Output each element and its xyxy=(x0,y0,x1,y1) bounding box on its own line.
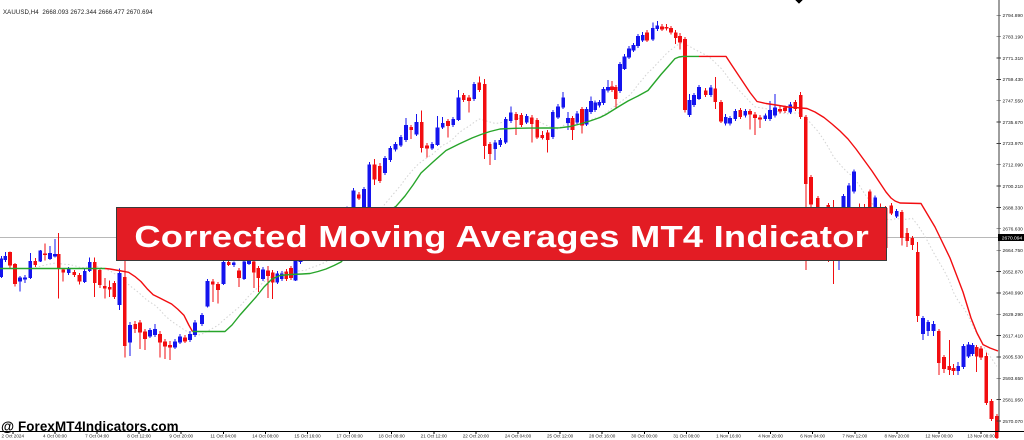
svg-text:13 Nov 08:00: 13 Nov 08:00 xyxy=(967,434,995,439)
svg-text:2783.190: 2783.190 xyxy=(1003,35,1024,41)
svg-text:2664.750: 2664.750 xyxy=(1003,248,1024,254)
svg-text:14 Oct 08:00: 14 Oct 08:00 xyxy=(252,434,279,439)
svg-text:31 Oct 08:00: 31 Oct 08:00 xyxy=(673,434,700,439)
svg-text:2688.330: 2688.330 xyxy=(1003,205,1024,211)
svg-text:8 Oct 12:00: 8 Oct 12:00 xyxy=(127,434,151,439)
svg-text:2629.290: 2629.290 xyxy=(1003,312,1024,318)
svg-text:8 Nov 20:00: 8 Nov 20:00 xyxy=(885,434,910,439)
svg-text:9 Oct 20:00: 9 Oct 20:00 xyxy=(169,434,193,439)
svg-text:2640.990: 2640.990 xyxy=(1003,291,1024,297)
svg-text:2712.090: 2712.090 xyxy=(1003,163,1024,169)
svg-text:2771.310: 2771.310 xyxy=(1003,56,1024,62)
svg-text:2670.094: 2670.094 xyxy=(1002,235,1023,241)
svg-text:18 Oct 08:00: 18 Oct 08:00 xyxy=(379,434,406,439)
svg-text:4 Nov 20:00: 4 Nov 20:00 xyxy=(758,434,783,439)
svg-text:2747.550: 2747.550 xyxy=(1003,99,1024,105)
svg-text:2 Oct 2024: 2 Oct 2024 xyxy=(2,434,25,439)
svg-text:4 Oct 00:00: 4 Oct 00:00 xyxy=(43,434,67,439)
svg-text:2570.070: 2570.070 xyxy=(1003,419,1024,425)
svg-text:24 Oct 04:00: 24 Oct 04:00 xyxy=(505,434,532,439)
svg-text:6 Nov 04:00: 6 Nov 04:00 xyxy=(800,434,825,439)
svg-text:2593.650: 2593.650 xyxy=(1003,376,1024,382)
svg-text:22 Oct 20:00: 22 Oct 20:00 xyxy=(463,434,490,439)
svg-text:2617.410: 2617.410 xyxy=(1003,333,1024,339)
svg-text:28 Oct 16:00: 28 Oct 16:00 xyxy=(589,434,616,439)
svg-text:2759.430: 2759.430 xyxy=(1003,77,1024,83)
svg-text:2735.670: 2735.670 xyxy=(1003,120,1024,126)
svg-text:2676.630: 2676.630 xyxy=(1003,227,1024,233)
svg-text:12 Nov 00:00: 12 Nov 00:00 xyxy=(925,434,953,439)
svg-text:2652.870: 2652.870 xyxy=(1003,269,1024,275)
svg-text:2605.530: 2605.530 xyxy=(1003,355,1024,361)
svg-text:25 Oct 12:00: 25 Oct 12:00 xyxy=(547,434,574,439)
svg-text:7 Nov 12:00: 7 Nov 12:00 xyxy=(842,434,867,439)
svg-text:2723.970: 2723.970 xyxy=(1003,141,1024,147)
svg-text:2794.890: 2794.890 xyxy=(1003,13,1024,19)
svg-text:11 Oct 04:00: 11 Oct 04:00 xyxy=(210,434,236,439)
svg-text:15 Oct 16:00: 15 Oct 16:00 xyxy=(294,434,321,439)
svg-text:2581.950: 2581.950 xyxy=(1003,397,1024,403)
svg-text:2700.210: 2700.210 xyxy=(1003,184,1024,190)
svg-text:17 Oct 00:00: 17 Oct 00:00 xyxy=(336,434,363,439)
svg-text:1 Nov 16:00: 1 Nov 16:00 xyxy=(716,434,741,439)
svg-text:7 Oct 04:00: 7 Oct 04:00 xyxy=(85,434,109,439)
svg-text:30 Oct 00:00: 30 Oct 00:00 xyxy=(631,434,658,439)
svg-text:21 Oct 12:00: 21 Oct 12:00 xyxy=(421,434,448,439)
